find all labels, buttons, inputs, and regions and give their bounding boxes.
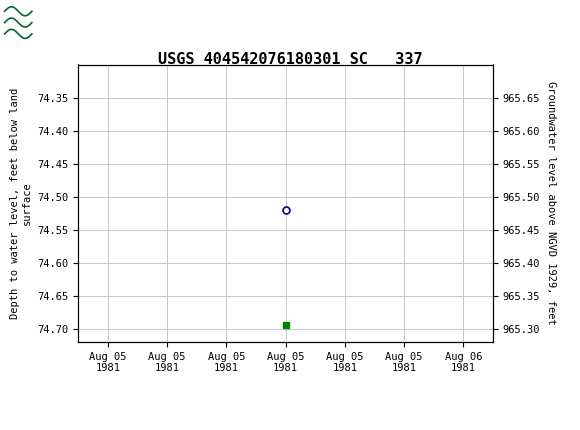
Bar xyxy=(3,3,52,42)
Y-axis label: Groundwater level above NGVD 1929, feet: Groundwater level above NGVD 1929, feet xyxy=(546,81,556,325)
Text: USGS: USGS xyxy=(58,14,113,31)
Text: USGS 404542076180301 SC   337: USGS 404542076180301 SC 337 xyxy=(158,52,422,67)
Y-axis label: Depth to water level, feet below land
surface: Depth to water level, feet below land su… xyxy=(10,88,32,319)
